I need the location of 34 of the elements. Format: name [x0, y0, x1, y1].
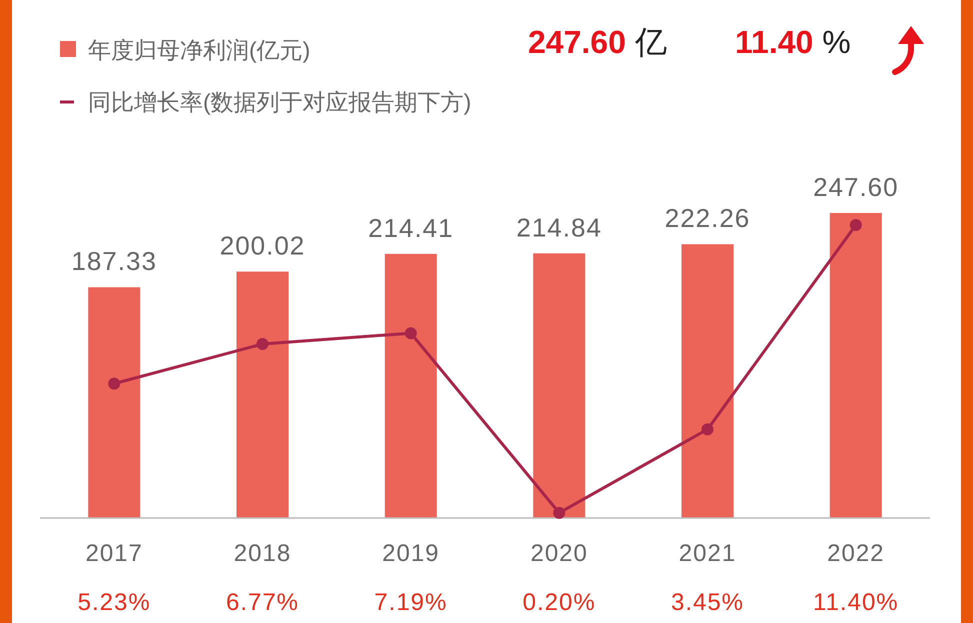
data-label: 6.77% — [226, 589, 300, 616]
data-label: 200.02 — [220, 230, 306, 261]
bar — [682, 244, 734, 518]
point — [702, 423, 714, 436]
data-label: 0.20% — [522, 589, 596, 616]
data-label: 187.33 — [71, 246, 157, 276]
data-label: 11.40% — [813, 589, 899, 616]
data-label: 247.60 — [813, 172, 899, 202]
bar — [236, 272, 288, 518]
point — [404, 327, 417, 340]
point — [553, 506, 566, 519]
bar — [830, 213, 882, 518]
x-tick-label: 2019 — [382, 540, 440, 567]
data-label: 214.41 — [368, 212, 454, 243]
legend-label: 年度归母净利润(亿元) — [88, 37, 310, 63]
point — [256, 338, 268, 350]
x-tick-label: 2021 — [678, 540, 736, 567]
data-label: 214.84 — [516, 212, 602, 242]
x-tick-label: 2022 — [827, 540, 885, 567]
data-label: 7.19% — [374, 589, 448, 616]
text: 11.40 % — [735, 24, 851, 60]
x-tick-label: 2017 — [85, 540, 143, 567]
data-label: 3.45% — [670, 589, 744, 616]
data-label: 5.23% — [78, 589, 151, 616]
x-tick-label: 2020 — [530, 540, 588, 567]
bar — [88, 287, 140, 518]
point — [850, 219, 862, 231]
point — [108, 378, 120, 390]
x-tick-label: 2018 — [234, 540, 292, 567]
bar — [533, 253, 586, 518]
text: 247.60 亿 — [528, 24, 667, 60]
bar — [384, 254, 437, 518]
data-label: 222.26 — [664, 203, 750, 234]
legend-label: 同比增长率(数据列于对应报告期下方) — [88, 89, 472, 115]
